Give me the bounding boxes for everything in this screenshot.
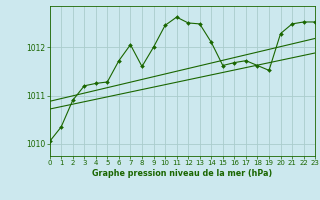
- X-axis label: Graphe pression niveau de la mer (hPa): Graphe pression niveau de la mer (hPa): [92, 169, 273, 178]
